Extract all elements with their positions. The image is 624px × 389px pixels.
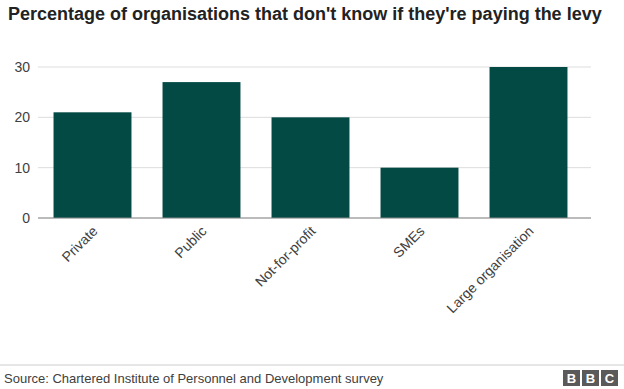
bar xyxy=(54,112,132,218)
y-tick-label: 0 xyxy=(22,210,30,226)
source: Source: Chartered Institute of Personnel… xyxy=(4,371,384,386)
y-tick-label: 10 xyxy=(14,160,30,176)
chart-svg: Percentage of organisations that don't k… xyxy=(0,0,624,389)
logo: BBC xyxy=(563,370,618,386)
bar xyxy=(490,67,568,218)
footer-rule xyxy=(0,365,624,366)
bar xyxy=(381,168,459,218)
logo-letter: C xyxy=(605,371,615,386)
title-line: Percentage of organisations that don't k… xyxy=(8,4,602,24)
x-tick-label: Private xyxy=(58,223,100,265)
x-tick-label: Not-for-profit xyxy=(252,223,319,290)
y-tick-label: 20 xyxy=(14,109,30,125)
bar xyxy=(163,82,241,218)
x-tick-label: Public xyxy=(171,223,209,261)
bars xyxy=(54,67,568,218)
title: Percentage of organisations that don't k… xyxy=(8,4,602,24)
x-tick-label: Large organisation xyxy=(443,223,536,316)
bar xyxy=(272,117,350,218)
logo-box xyxy=(563,370,580,386)
chart-container: Percentage of organisations that don't k… xyxy=(0,0,624,389)
logo-box xyxy=(601,370,618,386)
x-tick-label: SMEs xyxy=(390,223,428,261)
logo-letter: B xyxy=(567,371,576,386)
y-tick-label: 30 xyxy=(14,59,30,75)
logo-letter: B xyxy=(586,371,595,386)
x-axis-line xyxy=(38,218,591,219)
grid-line xyxy=(38,218,591,219)
logo-box xyxy=(582,370,599,386)
